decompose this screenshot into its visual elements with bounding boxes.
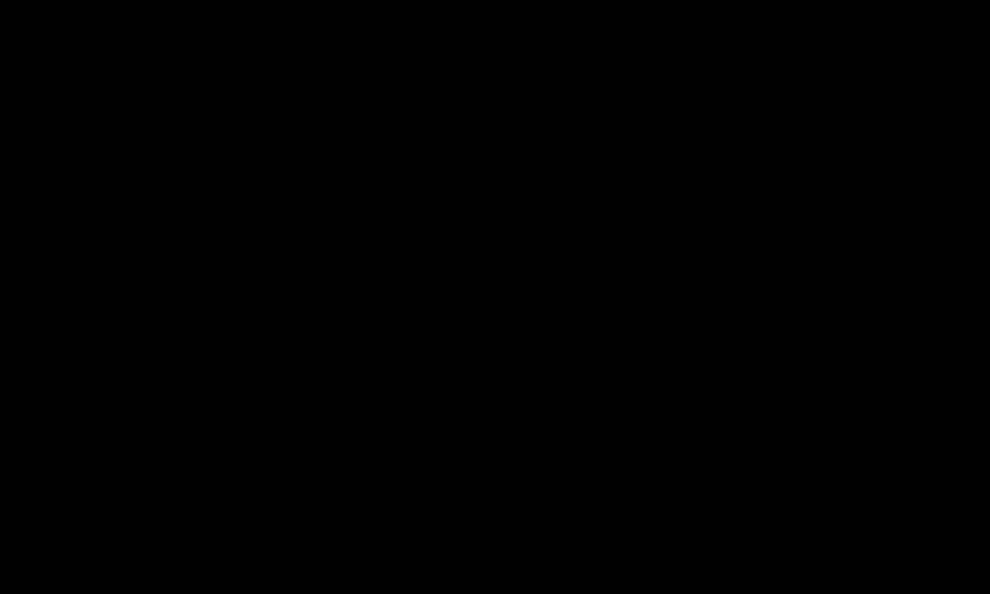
blank-screen — [0, 0, 990, 594]
